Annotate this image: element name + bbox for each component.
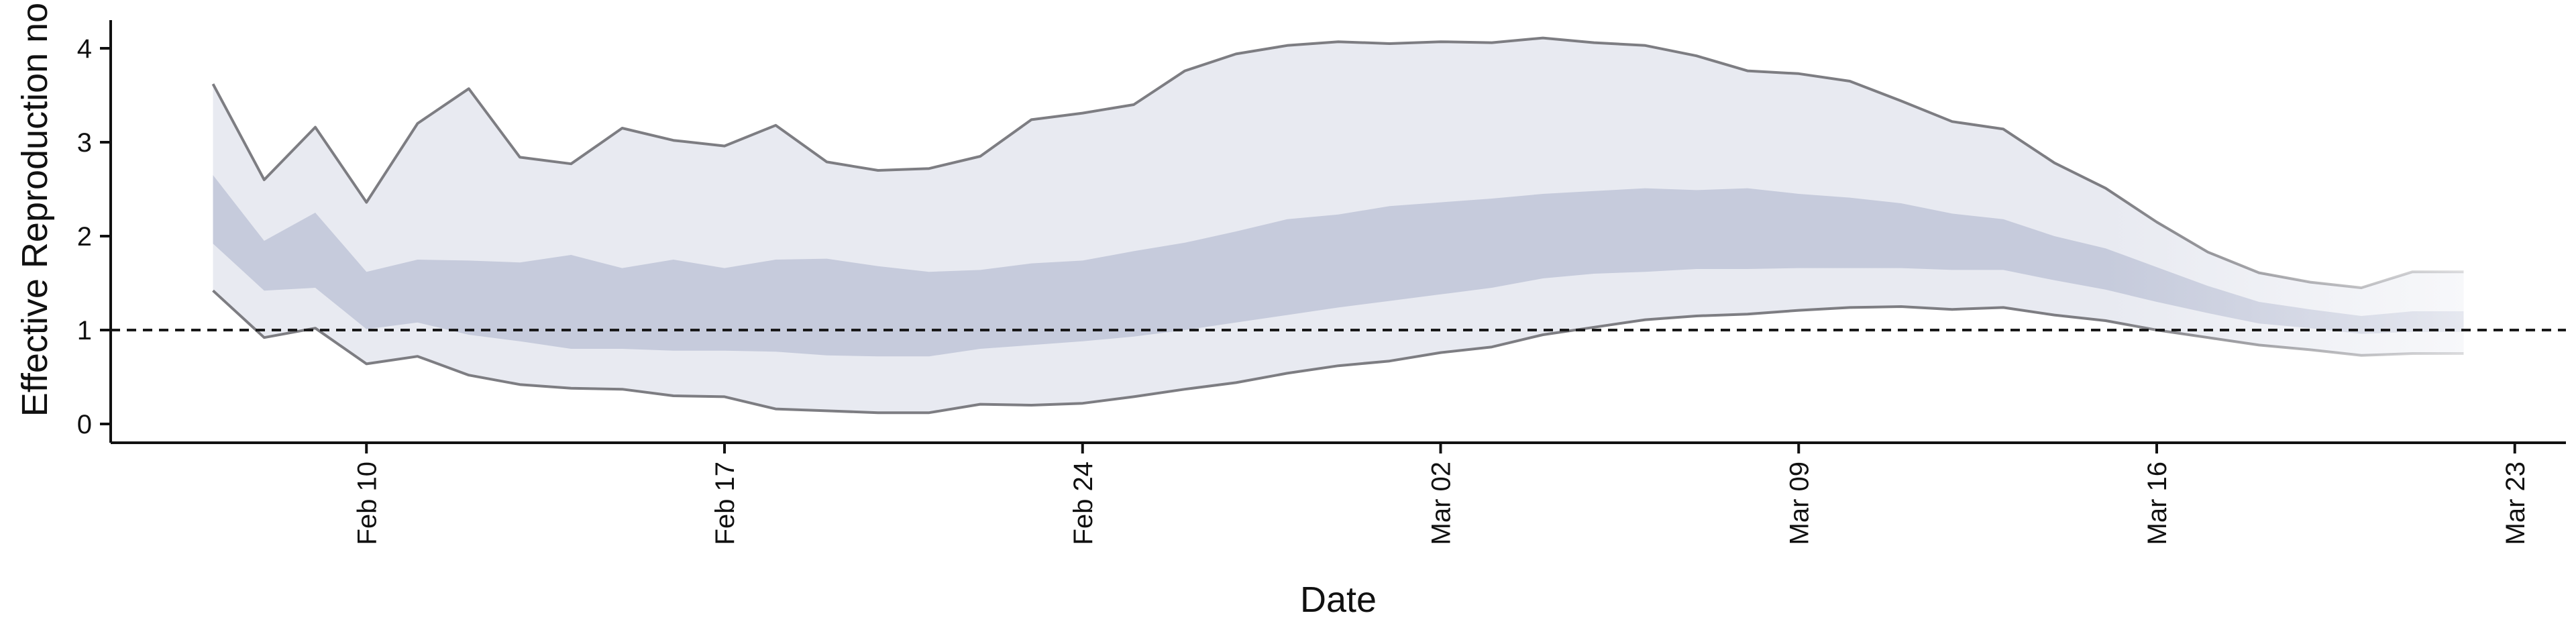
plot-area	[111, 36, 2566, 415]
y-tick-label: 4	[77, 34, 92, 64]
upper-bound-line	[211, 36, 2464, 289]
x-tick-label: Feb 10	[352, 462, 382, 545]
axes: 0 1 2 3 4 Feb 10 Feb 17 Feb 24 Mar 02 Mar 09 Mar 1…	[77, 20, 2566, 545]
y-axis-title: Effective Reproduction no.	[15, 0, 55, 417]
x-axis-title: Date	[1300, 580, 1377, 620]
x-tick-label: Mar 09	[1784, 462, 1814, 545]
x-tick-label: Mar 16	[2143, 462, 2172, 545]
ribbon-50-interval	[213, 175, 2464, 357]
lower-bound-line	[212, 289, 2464, 415]
x-tick-label: Feb 17	[710, 462, 740, 545]
y-tick-label: 0	[77, 410, 92, 439]
y-tick-label: 1	[77, 316, 92, 345]
y-tick-label: 2	[77, 222, 92, 252]
y-tick-label: 3	[77, 128, 92, 158]
x-tick-label: Mar 02	[1427, 462, 1456, 545]
x-tick-label: Mar 23	[2501, 462, 2530, 545]
x-tick-label: Feb 24	[1069, 462, 1098, 545]
